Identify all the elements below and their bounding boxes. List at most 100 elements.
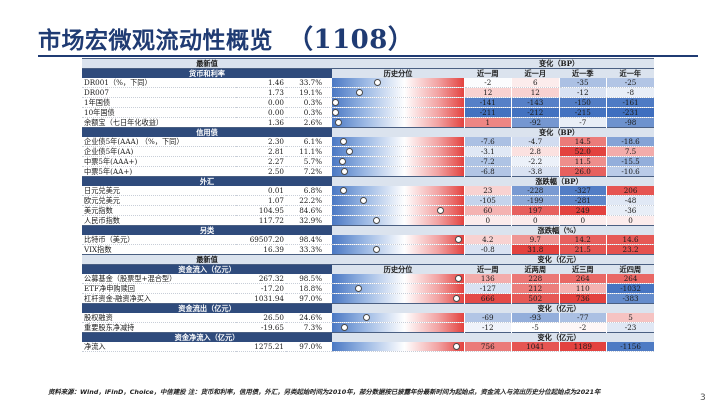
table-row: 净流入 1275.21 97.0% 756 1041 1189 -1156 <box>82 342 655 352</box>
row-label: 10年国债 <box>84 108 115 117</box>
percentile-track <box>332 108 464 117</box>
change-cell: 0 <box>463 215 512 226</box>
period-header: 近一季 <box>559 68 607 78</box>
percentile-marker <box>373 79 381 86</box>
change-cell: -2 <box>558 322 607 333</box>
history-percentile-bar <box>332 284 464 294</box>
row-label: ETF净申购赎回 <box>84 284 135 293</box>
blank-header <box>332 58 465 69</box>
history-percentile-bar <box>332 294 464 304</box>
row-latest-value: 1.46 <box>267 78 284 87</box>
change-cell: -36 <box>606 205 655 216</box>
history-percentile-bar <box>332 108 464 118</box>
change-cell: -69 <box>463 313 512 323</box>
percentile-marker <box>362 314 370 321</box>
subheader-row: 最新值 变化（BP） <box>82 58 655 69</box>
change-cell: -2.2 <box>511 156 560 167</box>
percentile-marker <box>332 99 340 106</box>
row-percentile: 98.5% <box>299 274 323 283</box>
row-latest-value: 267.32 <box>258 274 284 283</box>
section-title: 信用债 <box>82 127 333 137</box>
row-percentile: 84.6% <box>299 206 323 215</box>
row-latest-value: 1275.21 <box>254 342 284 351</box>
change-cell: 1041 <box>511 342 560 352</box>
change-header: 变化（亿元） <box>464 332 655 342</box>
period-header: 近四周 <box>606 264 655 274</box>
percentile-track <box>332 157 464 166</box>
change-cell: -3.1 <box>463 146 512 157</box>
history-header <box>332 127 465 137</box>
change-cell: -105 <box>463 195 512 206</box>
change-cell: -215 <box>558 107 607 118</box>
change-cell: -10.6 <box>606 166 655 177</box>
change-cell: -48 <box>606 195 655 206</box>
percentile-marker <box>452 295 460 302</box>
row-percentile: 2.6% <box>303 118 323 127</box>
history-percentile-bar <box>332 196 464 206</box>
row-percentile: 6.1% <box>303 137 323 146</box>
row-label: 股权融资 <box>84 313 113 322</box>
row-latest-value: 1.73 <box>267 88 284 97</box>
row-percentile: 11.1% <box>299 147 323 156</box>
history-percentile-bar <box>332 157 464 167</box>
change-cell: 4.2 <box>463 235 512 245</box>
period-header: 近一年 <box>606 68 655 78</box>
row-latest-value: 2.81 <box>267 147 284 156</box>
title-date: （1108） <box>287 25 415 55</box>
percentile-marker <box>454 236 462 243</box>
percentile-track <box>332 137 464 146</box>
change-cell: 228 <box>511 274 560 284</box>
history-header <box>332 332 465 342</box>
row-latest-value: 16.39 <box>263 245 284 254</box>
row-percentile: 32.9% <box>299 216 323 225</box>
change-cell: -0.8 <box>463 244 512 255</box>
row-latest-value: -17.20 <box>260 284 284 293</box>
history-percentile-bar <box>332 137 464 147</box>
percentile-track <box>332 98 464 107</box>
change-cell: 264 <box>558 274 607 284</box>
change-cell: 264 <box>606 274 655 284</box>
change-cell: -98 <box>606 117 655 128</box>
change-cell: 26.0 <box>558 166 607 177</box>
change-cell: -327 <box>558 186 607 196</box>
change-cell: -141 <box>463 97 512 108</box>
row-latest-value: 69507.20 <box>249 235 284 244</box>
history-percentile-bar <box>332 206 464 216</box>
section-title: 资金净流入（亿元） <box>82 332 333 342</box>
change-cell: 736 <box>558 293 607 304</box>
percentile-marker <box>340 168 348 175</box>
section-header-net: 资金净流入（亿元） 变化（亿元） <box>82 332 655 342</box>
row-percentile: 0.3% <box>303 108 323 117</box>
change-cell: 23 <box>463 186 512 196</box>
change-cell: 0 <box>558 215 607 226</box>
percentile-track <box>332 88 464 97</box>
change-cell: -4.7 <box>511 137 560 147</box>
percentile-marker <box>335 119 343 126</box>
section-title: 外汇 <box>82 176 333 186</box>
change-cell: 249 <box>558 205 607 216</box>
change-cell: 1189 <box>558 342 607 352</box>
history-percentile-bar <box>332 167 464 177</box>
row-percentile: 98.4% <box>299 235 323 244</box>
table-row: 比特币（美元） 69507.20 98.4% 4.2 9.7 14.2 14.6 <box>82 235 655 245</box>
change-cell: 197 <box>511 205 560 216</box>
row-label: 中票5年(AAA+) <box>84 157 138 166</box>
row-latest-value: -19.65 <box>260 323 284 332</box>
row-label: DR001（%，下同） <box>84 78 152 87</box>
percentile-marker <box>340 187 348 194</box>
history-header: 历史分位 <box>332 68 465 78</box>
table-row: 余额宝（七日年化收益） 1.36 2.6% 1 -92 -7 -98 <box>82 117 655 128</box>
change-cell: -1156 <box>606 342 655 352</box>
row-label: 净流入 <box>84 342 106 351</box>
row-latest-value: 2.30 <box>267 137 284 146</box>
change-cell: -127 <box>463 283 512 294</box>
row-percentile: 22.2% <box>299 196 323 205</box>
history-percentile-bar <box>332 216 464 226</box>
percentile-track <box>332 78 464 87</box>
change-cell: -231 <box>606 107 655 118</box>
row-percentile: 97.0% <box>299 342 323 351</box>
period-header: 近一周 <box>464 264 512 274</box>
section-header-inflow: 资金流入（亿元） 历史分位 近一周 近两周 近三周 近四周 <box>82 264 655 274</box>
change-cell: 136 <box>463 274 512 284</box>
table-row: 中票5年(AA+) 2.50 7.2% -6.8 -3.8 26.0 -10.6 <box>82 166 655 177</box>
